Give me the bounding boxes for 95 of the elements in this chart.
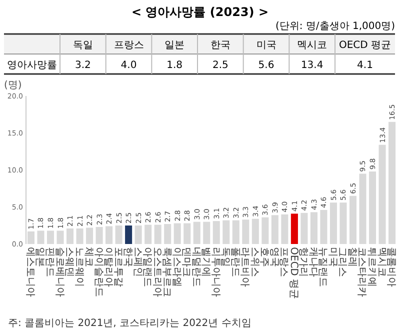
data-label: 3.2 [74,60,91,71]
bar [252,218,259,244]
x-tick-label: 네덜란드 [190,247,202,287]
x-tick-label: 캐나다 [307,247,318,277]
x-tick-label: 포르투갈 [112,247,124,287]
category-label: OECD 평균 [338,40,392,51]
bar [37,230,44,244]
x-tick-label: 스위스 [248,247,260,277]
bar [154,224,162,244]
x-tick-label: 체코 [83,247,94,267]
bar [310,212,318,244]
bar [106,226,113,244]
x-tick-label: 노르웨이 [73,247,84,287]
x-tick-label: 뉴질랜드 [317,247,328,287]
x-tick-label: 스웨덴 [64,247,75,277]
bar [46,230,54,244]
x-tick-label: 멕시코 [376,247,387,277]
bar [232,220,240,244]
x-tick-label: 벨기에 [200,247,212,277]
x-tick-label: 칠레 [346,247,358,267]
x-tick-label: 이탈리아 [102,247,114,287]
category-label: 독일 [72,40,93,51]
bar [193,222,200,244]
bar [271,215,278,244]
x-tick-label: 리투아니아 [210,247,221,297]
bar [164,224,172,244]
category-label: 멕시코 [297,40,328,51]
data-label: 1.8 [166,60,183,71]
x-tick-label: 영국 [268,247,280,267]
bar [115,226,122,244]
data-label: 5.6 [258,60,274,71]
text: 주: 콜롬비아는 2021년, 코스타리카는 2022년 수치임 [8,318,252,329]
bar [27,231,34,244]
bar [56,230,64,244]
bar [300,212,308,244]
x-tick-label: 룩셈부르크 [161,247,172,297]
x-tick-label: 아일랜드 [142,247,153,287]
x-tick-label: 라트비아 [239,247,250,287]
x-tick-label: 에스토니아 [24,247,36,297]
bar [320,210,328,244]
x-tick-label: 스페인 [132,247,143,277]
x-tick-label: 아이슬란드 [92,247,104,297]
x-tick-label: 폴란드 [229,247,240,277]
data-label: 13.4 [300,60,324,71]
bar [76,228,84,244]
bar [349,196,357,244]
text: (단위: 명/출생아 1,000명) [275,21,396,32]
x-tick-label: 튀르키예 [366,247,378,287]
x-tick-label: 호주 [258,247,270,267]
bar [222,220,230,244]
category-label: 한국 [210,40,230,51]
x-tick-label: 콜롬비아 [386,247,397,287]
text: 영아사망률 [7,60,57,71]
bar [330,202,337,244]
data-label: 2.5 [212,60,228,71]
x-tick-label: 덴마크 [180,247,192,277]
bar [388,122,396,244]
bar [174,223,181,244]
bar [96,226,103,244]
bar [184,223,191,244]
bar [212,221,220,244]
bar [86,228,94,244]
x-tick-label: 슬로베니아 [54,247,65,297]
x-tick-label: 핀란드 [44,247,55,277]
bar [134,226,142,244]
x-tick-label: 그리스 [336,247,348,277]
bar [340,202,347,244]
bar [281,214,288,244]
bar [203,222,210,244]
bar [290,214,298,244]
data-label: 4.1 [357,60,373,71]
x-tick-label: 미국 [326,247,338,267]
bar [242,220,250,244]
bar [378,144,386,244]
x-tick-label: 오스트리아 [151,247,162,297]
text: < 영아사망률 (2023) > [131,5,269,19]
x-tick-label: 이스라엘 [170,247,182,287]
x-tick-label: 일본 [34,247,46,267]
x-tick-label: 한국 [122,247,134,267]
bar [66,228,74,244]
x-tick-label: 코스타리카 [356,247,368,297]
x-tick-label: OECD 평균 [288,247,299,300]
x-tick-label: 프랑스 [278,247,290,277]
category-label: 미국 [256,40,276,51]
x-tick-label: 헝가리 [298,247,309,277]
x-tick-label: 독일 [220,247,231,267]
bar [359,174,366,244]
y-axis-title: (명) [4,80,22,91]
bar [125,226,132,244]
data-label: 4.0 [120,60,137,71]
category-label: 프랑스 [114,40,144,51]
category-label: 일본 [164,40,185,51]
bar [144,224,152,244]
bar [262,217,269,244]
bar [368,171,376,244]
